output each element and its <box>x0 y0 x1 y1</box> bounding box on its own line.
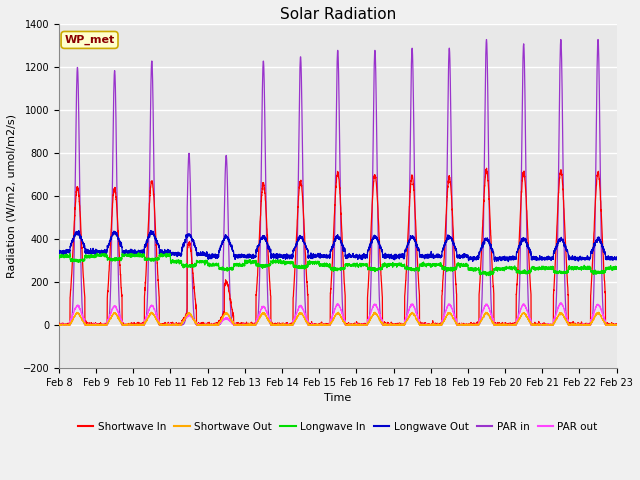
Longwave Out <box>504 259 512 264</box>
PAR out <box>612 322 620 328</box>
Line: Shortwave Out: Shortwave Out <box>59 312 616 325</box>
PAR out <box>495 322 502 327</box>
Title: Solar Radiation: Solar Radiation <box>280 7 396 22</box>
Legend: Shortwave In, Shortwave Out, Longwave In, Longwave Out, PAR in, PAR out: Shortwave In, Shortwave Out, Longwave In… <box>74 418 602 436</box>
Shortwave Out <box>612 322 620 328</box>
PAR out <box>557 300 564 306</box>
Shortwave In <box>612 322 620 328</box>
Longwave In <box>135 250 143 256</box>
Shortwave Out <box>612 322 620 328</box>
Text: WP_met: WP_met <box>65 35 115 45</box>
PAR out <box>432 322 440 328</box>
PAR out <box>55 322 63 328</box>
PAR in <box>317 322 324 328</box>
PAR out <box>317 322 325 328</box>
Shortwave In <box>612 321 620 327</box>
Shortwave In <box>55 322 63 327</box>
PAR in <box>612 322 620 328</box>
Longwave In <box>612 266 620 272</box>
Longwave Out <box>156 243 163 249</box>
Longwave Out <box>612 256 620 262</box>
Longwave Out <box>432 254 440 260</box>
Longwave In <box>156 252 163 258</box>
PAR in <box>55 322 63 328</box>
Shortwave Out <box>156 320 163 326</box>
Shortwave Out <box>495 322 502 327</box>
Longwave In <box>317 261 325 267</box>
Longwave In <box>612 266 620 272</box>
Line: PAR out: PAR out <box>59 303 616 325</box>
Line: Longwave In: Longwave In <box>59 253 616 276</box>
Y-axis label: Radiation (W/m2, umol/m2/s): Radiation (W/m2, umol/m2/s) <box>7 114 17 278</box>
Longwave Out <box>55 248 63 254</box>
X-axis label: Time: Time <box>324 393 351 403</box>
Longwave In <box>432 262 440 267</box>
Shortwave In <box>317 321 325 327</box>
Longwave Out <box>463 254 470 260</box>
Longwave In <box>55 252 63 258</box>
Longwave Out <box>495 255 502 261</box>
Line: PAR in: PAR in <box>59 39 616 325</box>
Shortwave Out <box>55 322 63 328</box>
Line: Longwave Out: Longwave Out <box>59 230 616 262</box>
Shortwave Out <box>463 322 470 328</box>
Shortwave Out <box>317 322 324 328</box>
PAR in <box>432 322 440 328</box>
Shortwave In <box>432 322 440 328</box>
PAR out <box>156 319 163 324</box>
PAR in <box>612 322 620 328</box>
Line: Shortwave In: Shortwave In <box>59 168 616 325</box>
PAR in <box>463 322 470 328</box>
Longwave In <box>495 266 502 272</box>
Shortwave In <box>156 294 163 300</box>
Shortwave Out <box>432 322 440 327</box>
PAR in <box>156 322 163 327</box>
Shortwave In <box>495 322 502 328</box>
Shortwave In <box>483 165 490 171</box>
PAR out <box>56 322 63 328</box>
Shortwave Out <box>371 309 379 315</box>
Longwave Out <box>317 252 325 258</box>
Shortwave In <box>55 322 63 328</box>
Shortwave In <box>463 322 470 327</box>
PAR in <box>594 36 602 42</box>
Longwave In <box>483 273 490 278</box>
PAR out <box>463 322 470 328</box>
PAR in <box>495 322 502 328</box>
Longwave Out <box>612 256 620 262</box>
Longwave Out <box>147 228 155 233</box>
Longwave In <box>463 263 470 269</box>
PAR out <box>612 322 620 327</box>
